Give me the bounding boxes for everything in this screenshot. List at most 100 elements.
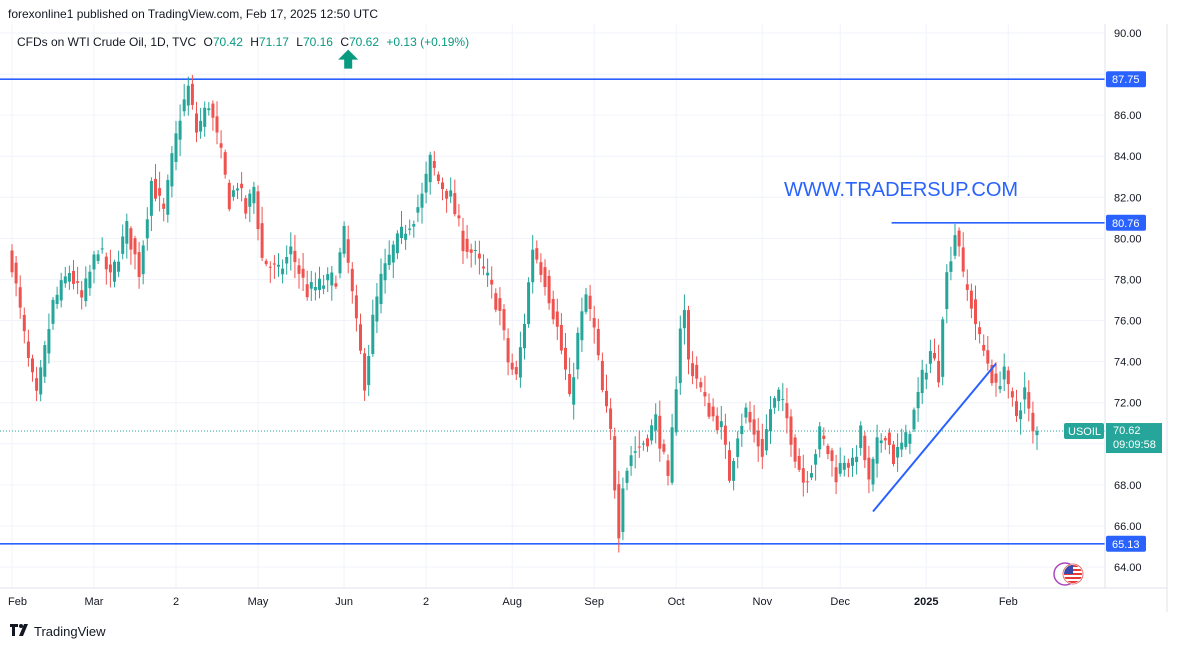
price-tick-label: 68.00 (1114, 480, 1142, 492)
legend-low-label: L (296, 35, 303, 49)
candle-body (1006, 370, 1010, 385)
time-tick-label: 2 (423, 596, 429, 608)
price-tick-label: 86.00 (1114, 110, 1142, 122)
trend-line[interactable] (872, 363, 997, 513)
candle-body (658, 415, 662, 449)
candle-body (424, 173, 428, 193)
candle-body (699, 382, 703, 388)
us-flag-icon[interactable] (1053, 562, 1084, 586)
candle-body (904, 432, 908, 448)
up-arrow-shape (338, 49, 359, 69)
candle-body (174, 133, 178, 163)
candle-body (334, 283, 338, 287)
price-axis[interactable]: 64.0066.0068.0070.0072.0074.0076.0078.00… (1114, 28, 1142, 574)
candle-body (568, 374, 572, 395)
candle-body (342, 226, 346, 254)
candle-body (756, 430, 760, 447)
price-tag-value: 70.62 (1113, 425, 1141, 437)
candle-body (892, 444, 895, 464)
candle-body (170, 153, 174, 187)
price-tick-label: 72.00 (1114, 398, 1142, 410)
candle-body (223, 152, 227, 175)
candle-body (715, 415, 719, 431)
candle-body (281, 268, 285, 275)
candle-body (883, 438, 887, 441)
candle-body (654, 414, 658, 431)
legend-symbol: CFDs on WTI Crude Oil, 1D, TVC (17, 35, 196, 49)
candle-body (1027, 392, 1031, 409)
candle-body (744, 407, 748, 418)
candle-body (219, 143, 223, 148)
candle-body (129, 228, 133, 250)
candle-body (231, 190, 235, 197)
candle-body (900, 442, 904, 450)
legend-open: 70.42 (213, 35, 243, 49)
candle-body (547, 275, 551, 304)
time-axis[interactable]: Feb Mar 2 May Jun 2 Aug Sep Oct Nov Dec 2025 Feb (8, 596, 1018, 608)
candle-body (965, 284, 969, 290)
candle-body (572, 377, 576, 405)
price-tag-bg (1106, 423, 1162, 454)
candle-body (559, 324, 563, 351)
candle-body (31, 358, 34, 373)
candle-body (941, 319, 945, 377)
candle-body (309, 282, 313, 289)
candle-body (605, 390, 608, 407)
candle-body (867, 457, 871, 480)
candle-body (666, 460, 670, 476)
price-tick-label: 82.00 (1114, 192, 1142, 204)
tradingview-brand: TradingView (34, 624, 106, 639)
candle-body (412, 224, 416, 227)
candle-body (330, 272, 334, 286)
candle-body (600, 360, 604, 391)
candle-body (72, 270, 75, 284)
candle-body (445, 190, 449, 199)
price-tick-label: 74.00 (1114, 357, 1142, 369)
candle-body (404, 233, 408, 240)
candle-body (555, 311, 559, 327)
candle-body (764, 429, 768, 451)
price-tick-label: 66.00 (1114, 521, 1142, 533)
candle-body (707, 402, 711, 417)
candle-body (670, 427, 674, 483)
candle-body (22, 314, 26, 332)
candle-body (580, 311, 584, 341)
level-tag-label: 65.13 (1112, 539, 1140, 551)
candle-body (678, 328, 682, 384)
publish-info: forexonline1 published on TradingView.co… (8, 7, 379, 21)
candle-body (375, 296, 379, 322)
candle-body (252, 186, 256, 204)
candle-body (297, 265, 301, 274)
candle-body (1023, 387, 1027, 400)
candlestick-series (10, 74, 1039, 553)
candle-body (887, 432, 891, 445)
time-tick-label: Nov (753, 596, 773, 608)
candle-body (978, 327, 982, 335)
candle-body (838, 463, 842, 474)
candle-body (84, 278, 88, 302)
candle-body (769, 409, 772, 432)
candle-body (896, 446, 900, 458)
up-arrow-icon (338, 49, 359, 69)
candle-body (18, 287, 22, 308)
candle-body (646, 438, 649, 447)
candle-body (879, 440, 883, 444)
candle-body (428, 154, 432, 183)
candle-body (793, 437, 797, 462)
candle-body (182, 99, 186, 112)
legend-close-label: C (340, 35, 349, 49)
time-tick-label: May (248, 596, 269, 608)
candle-body (236, 188, 239, 191)
price-tag-countdown: 09:09:58 (1113, 439, 1156, 451)
price-chart[interactable]: WWW.TRADERSUP.COM CFDs on WTI Crude Oil,… (0, 0, 1177, 620)
candle-body (14, 262, 18, 284)
candle-body (260, 223, 264, 258)
candle-body (465, 238, 469, 252)
tradingview-footer[interactable]: TradingView (10, 624, 106, 639)
candle-body (379, 273, 383, 305)
candle-body (535, 248, 539, 260)
candle-body (420, 193, 424, 208)
grid-lines (0, 24, 1105, 588)
candle-body (63, 276, 67, 284)
price-tick-label: 76.00 (1114, 316, 1142, 328)
